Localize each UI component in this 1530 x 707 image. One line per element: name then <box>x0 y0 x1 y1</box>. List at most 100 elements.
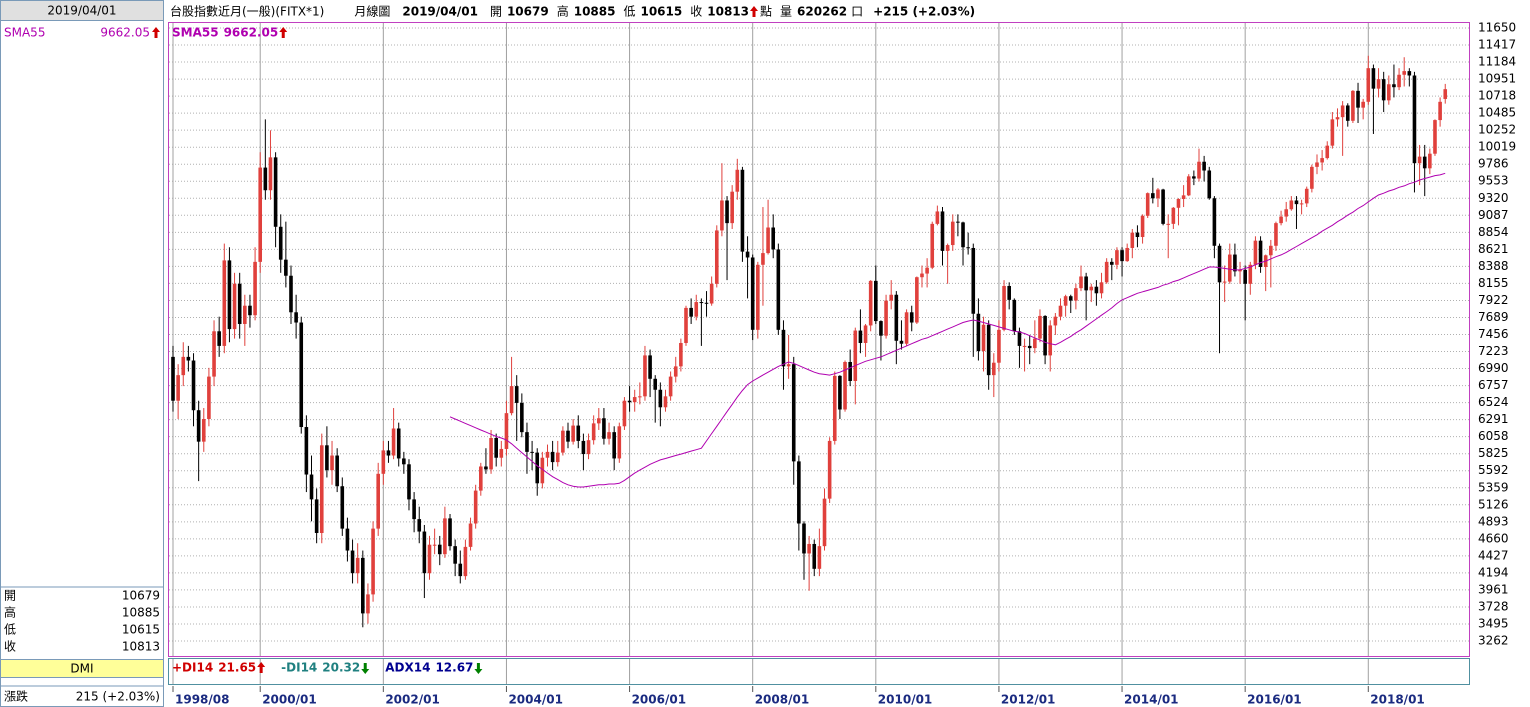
candle-body <box>1033 338 1037 349</box>
high-value: 10885 <box>122 606 160 620</box>
candle-body <box>514 386 519 403</box>
candle-body <box>699 302 704 304</box>
candle-body <box>540 457 545 484</box>
candle-body <box>956 221 960 223</box>
candle-body <box>638 396 642 398</box>
y-tick-label: 7223 <box>1478 344 1509 358</box>
candle-body <box>504 413 509 449</box>
candle-body <box>196 410 201 442</box>
candle-body <box>776 249 781 330</box>
candle-body <box>1176 199 1181 208</box>
candle-body <box>858 330 863 343</box>
candle-body <box>1299 203 1304 205</box>
candle-body <box>1186 176 1191 196</box>
y-tick-label: 9320 <box>1478 191 1509 205</box>
candle-body <box>904 312 909 344</box>
candle-body <box>894 294 899 341</box>
x-tick-label: 2008/01 <box>755 693 809 707</box>
candle-body <box>1043 315 1047 356</box>
candle-body <box>874 280 878 322</box>
candle-body <box>740 169 745 252</box>
candle-body <box>355 557 360 574</box>
candle-body <box>1428 153 1432 169</box>
candle-body <box>1048 325 1053 356</box>
candle-body <box>463 546 468 577</box>
candle-body <box>725 200 729 224</box>
candle-body <box>222 260 227 346</box>
candle-body <box>201 418 206 442</box>
candle-body <box>915 277 919 323</box>
candle-body <box>509 386 514 414</box>
candle-body <box>284 259 288 276</box>
candle-body <box>494 437 498 458</box>
candle-body <box>1053 316 1058 326</box>
candle-body <box>648 355 652 379</box>
candle-body <box>843 361 847 410</box>
candle-body <box>243 305 247 324</box>
candle-body <box>361 557 365 614</box>
candle-body <box>1063 296 1068 306</box>
candle-body <box>832 375 837 441</box>
candle-body <box>756 264 760 330</box>
candle-body <box>925 267 929 274</box>
candle-body <box>909 312 914 323</box>
candle-body <box>1038 315 1042 339</box>
volume-label: 量 <box>780 5 792 19</box>
candle-body <box>612 432 616 459</box>
candle-body <box>1115 250 1119 265</box>
candle-body <box>1099 282 1104 294</box>
x-tick-label: 1998/08 <box>175 693 229 707</box>
candle-body <box>263 167 268 191</box>
candle-body <box>709 283 714 304</box>
candle-body <box>555 452 560 463</box>
candle-body <box>971 247 976 314</box>
candle-body <box>1289 200 1294 210</box>
candle-body <box>586 440 591 455</box>
candle-body <box>448 518 452 547</box>
candle-body <box>1351 90 1355 121</box>
candle-body <box>366 594 370 614</box>
candle-body <box>1269 245 1273 256</box>
change: +215 (+2.03%) <box>873 5 975 19</box>
candle-body <box>237 283 242 324</box>
candle-body <box>668 376 673 397</box>
candle-body <box>1402 71 1406 75</box>
x-tick-label: 2018/01 <box>1370 693 1424 707</box>
y-tick-label: 7922 <box>1478 293 1509 307</box>
y-tick-label: 8155 <box>1478 276 1509 290</box>
candle-body <box>335 455 339 487</box>
y-tick-label: 6757 <box>1478 378 1509 392</box>
candle-body <box>596 418 601 424</box>
candle-body <box>653 378 658 390</box>
candle-body <box>1197 161 1201 179</box>
candle-body <box>730 191 734 224</box>
candle-body <box>945 245 950 251</box>
y-tick-label: 8621 <box>1478 242 1509 256</box>
candle-body <box>1356 90 1360 108</box>
candle-body <box>940 211 945 251</box>
candle-body <box>1012 299 1017 332</box>
volume-unit: 口 <box>851 5 863 19</box>
candle-body <box>391 428 396 456</box>
candle-body <box>1130 232 1135 248</box>
candle-body <box>1392 84 1396 88</box>
candle-body <box>268 157 273 191</box>
candle-body <box>473 490 478 524</box>
candle-body <box>427 544 432 574</box>
candle-body <box>273 157 278 227</box>
y-tick-label: 8854 <box>1478 225 1509 239</box>
candle-body <box>992 362 996 376</box>
candle-body <box>484 466 488 470</box>
x-tick-label: 2004/01 <box>508 693 562 707</box>
dmi-name: +DI14 <box>172 661 213 675</box>
candle-body <box>986 324 991 376</box>
candle-body <box>720 200 724 231</box>
candle-body <box>1284 209 1289 217</box>
change-label: 漲跌 <box>4 689 28 704</box>
candle-body <box>499 448 504 458</box>
candle-body <box>299 322 304 428</box>
candle-body <box>1079 276 1083 289</box>
candle-body <box>186 356 191 361</box>
x-tick-label: 2014/01 <box>1124 693 1178 707</box>
y-tick-label: 10951 <box>1478 72 1516 86</box>
